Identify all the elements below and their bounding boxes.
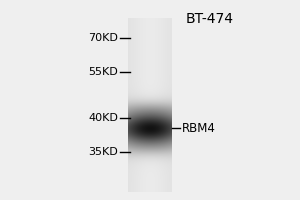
Text: 40KD: 40KD — [88, 113, 118, 123]
Text: 70KD: 70KD — [88, 33, 118, 43]
Text: 35KD: 35KD — [88, 147, 118, 157]
Text: RBM4: RBM4 — [182, 121, 216, 134]
Text: BT-474: BT-474 — [186, 12, 234, 26]
Text: 55KD: 55KD — [88, 67, 118, 77]
